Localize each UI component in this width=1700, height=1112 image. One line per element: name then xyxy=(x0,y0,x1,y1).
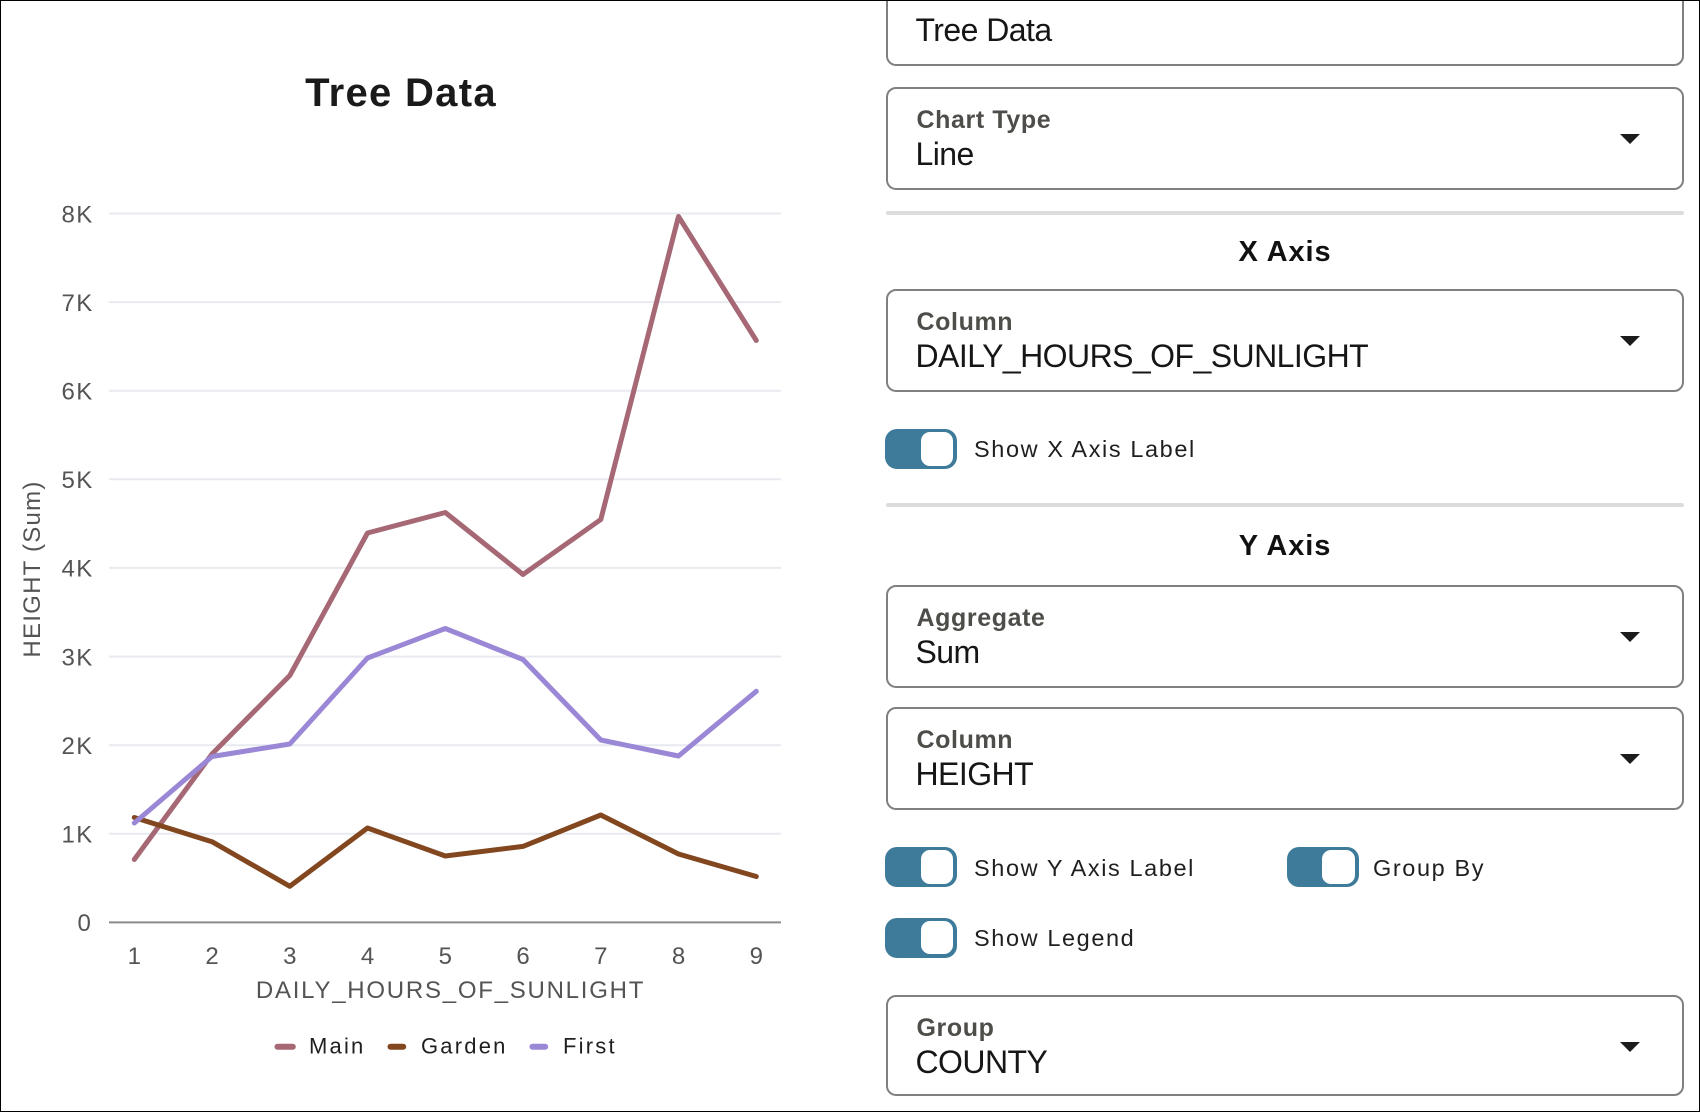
svg-text:6K: 6K xyxy=(61,379,93,406)
svg-text:5: 5 xyxy=(439,943,452,970)
svg-text:HEIGHT (Sum): HEIGHT (Sum) xyxy=(19,480,46,657)
svg-text:Main: Main xyxy=(309,1034,366,1059)
svg-text:5K: 5K xyxy=(61,467,93,494)
svg-text:4: 4 xyxy=(361,943,374,970)
svg-text:8: 8 xyxy=(672,943,685,970)
svg-text:3: 3 xyxy=(283,943,296,970)
svg-text:7: 7 xyxy=(594,943,607,970)
svg-text:1K: 1K xyxy=(61,822,93,849)
svg-text:First: First xyxy=(563,1034,617,1059)
svg-text:2: 2 xyxy=(205,943,218,970)
svg-text:Garden: Garden xyxy=(421,1034,508,1059)
svg-text:6: 6 xyxy=(516,943,529,970)
svg-text:DAILY_HOURS_OF_SUNLIGHT: DAILY_HOURS_OF_SUNLIGHT xyxy=(256,977,645,1004)
svg-text:Tree Data: Tree Data xyxy=(305,71,497,115)
svg-text:4K: 4K xyxy=(61,556,93,583)
svg-text:7K: 7K xyxy=(61,290,93,317)
svg-text:2K: 2K xyxy=(61,733,93,760)
svg-text:1: 1 xyxy=(128,943,141,970)
svg-text:0: 0 xyxy=(77,910,92,937)
svg-text:3K: 3K xyxy=(61,644,93,671)
svg-text:9: 9 xyxy=(750,943,763,970)
svg-text:8K: 8K xyxy=(61,201,93,228)
